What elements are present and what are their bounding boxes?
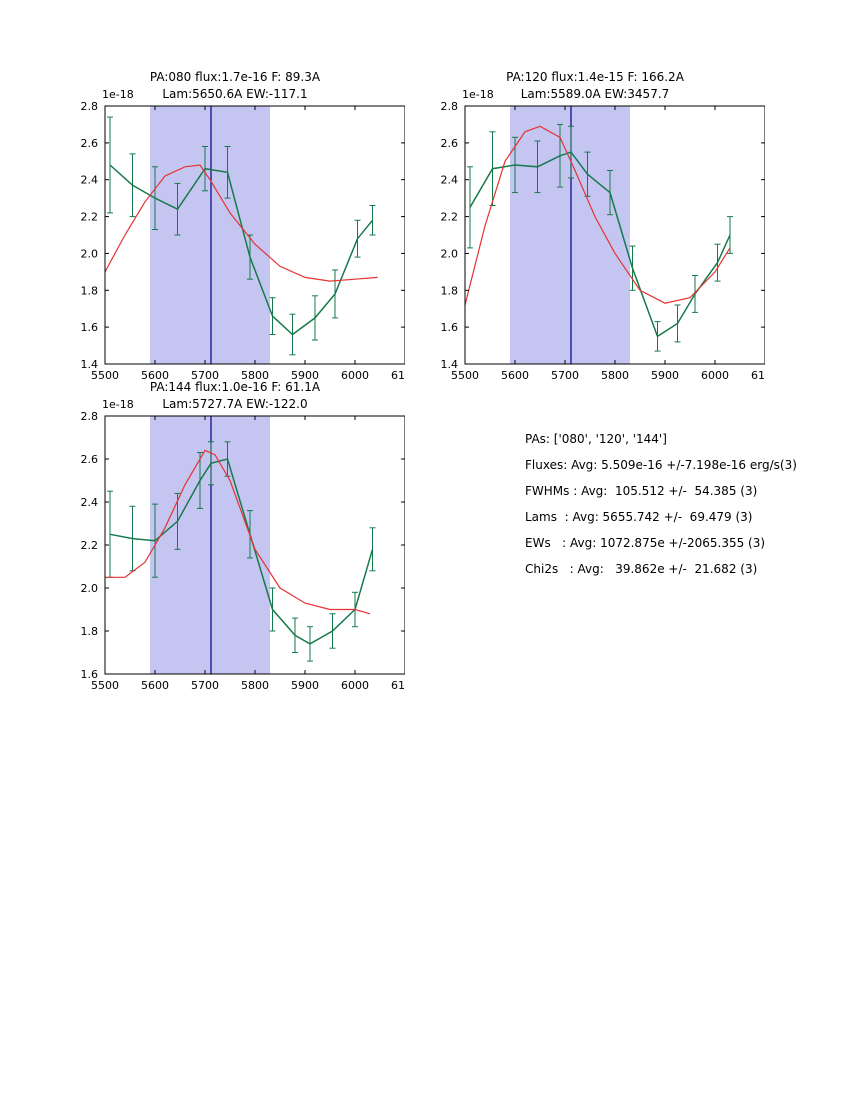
stats-line: EWs : Avg: 1072.875e +/-2065.355 (3) <box>525 536 766 550</box>
y-axis-offset-label: 1e-18 <box>102 88 134 101</box>
svg-text:5700: 5700 <box>191 679 219 692</box>
svg-text:2.8: 2.8 <box>81 410 99 423</box>
svg-text:5700: 5700 <box>191 369 219 382</box>
svg-text:2.4: 2.4 <box>81 174 99 187</box>
svg-text:1.6: 1.6 <box>81 668 99 681</box>
svg-text:2.2: 2.2 <box>441 211 459 224</box>
chart-title-line2: Lam:5727.7A EW:-122.0 <box>162 397 308 411</box>
svg-text:6100: 6100 <box>391 679 405 692</box>
svg-text:1.6: 1.6 <box>441 321 459 334</box>
plot-canvas-pa144: 5500 5600 5700 5800 5900 6000 6100 1.6 1.8 2.0 2.2… <box>81 398 405 692</box>
y-axis-offset-label: 1e-18 <box>102 398 134 411</box>
svg-text:5500: 5500 <box>91 679 119 692</box>
svg-text:5900: 5900 <box>291 369 319 382</box>
svg-text:5800: 5800 <box>601 369 629 382</box>
chart-title: PA:080 flux:1.7e-16 F: 89.3A Lam:5650.6A… <box>65 69 405 103</box>
svg-text:1.4: 1.4 <box>441 358 459 371</box>
y-axis-offset-label: 1e-18 <box>462 88 494 101</box>
svg-text:2.2: 2.2 <box>81 539 99 552</box>
svg-text:2.8: 2.8 <box>441 100 459 113</box>
svg-text:1.8: 1.8 <box>81 284 99 297</box>
svg-text:1.6: 1.6 <box>81 321 99 334</box>
svg-text:5600: 5600 <box>141 679 169 692</box>
series-fit <box>104 164 378 282</box>
stats-line: Chi2s : Avg: 39.862e +/- 21.682 (3) <box>525 562 758 576</box>
series-fit <box>105 449 371 615</box>
svg-text:2.4: 2.4 <box>441 174 459 187</box>
svg-text:1.4: 1.4 <box>81 358 99 371</box>
spectrum-chart-pa080: PA:080 flux:1.7e-16 F: 89.3A Lam:5650.6A… <box>65 66 405 382</box>
chart-title-line2: Lam:5589.0A EW:3457.7 <box>520 87 670 101</box>
svg-text:2.0: 2.0 <box>81 247 99 260</box>
chart-title: PA:144 flux:1.0e-16 F: 61.1A Lam:5727.7A… <box>65 379 405 413</box>
svg-text:2.8: 2.8 <box>81 100 99 113</box>
chart-title-line1: PA:120 flux:1.4e-15 F: 166.2A <box>506 70 684 84</box>
svg-text:5600: 5600 <box>141 369 169 382</box>
svg-text:5900: 5900 <box>651 369 679 382</box>
svg-text:6000: 6000 <box>341 369 369 382</box>
shaded-region <box>510 106 630 364</box>
svg-text:2.4: 2.4 <box>81 496 99 509</box>
svg-text:6100: 6100 <box>751 369 765 382</box>
stats-line: Lams : Avg: 5655.742 +/- 69.479 (3) <box>525 510 753 524</box>
svg-text:2.2: 2.2 <box>81 211 99 224</box>
svg-text:2.6: 2.6 <box>81 137 99 150</box>
svg-text:6000: 6000 <box>341 679 369 692</box>
svg-text:5500: 5500 <box>91 369 119 382</box>
stats-summary-panel: PAs: ['080', '120', '144'] Fluxes: Avg: 5… <box>525 432 797 588</box>
chart-title-line2: Lam:5650.6A EW:-117.1 <box>162 87 308 101</box>
svg-text:5800: 5800 <box>241 679 269 692</box>
svg-text:2.0: 2.0 <box>441 247 459 260</box>
svg-text:1.8: 1.8 <box>441 284 459 297</box>
stats-line: FWHMs : Avg: 105.512 +/- 54.385 (3) <box>525 484 758 498</box>
spectrum-chart-pa144: PA:144 flux:1.0e-16 F: 61.1A Lam:5727.7A… <box>65 376 405 692</box>
shaded-region <box>150 416 270 674</box>
svg-text:2.6: 2.6 <box>441 137 459 150</box>
svg-text:6100: 6100 <box>391 369 405 382</box>
svg-text:2.6: 2.6 <box>81 453 99 466</box>
svg-text:6000: 6000 <box>701 369 729 382</box>
svg-text:5800: 5800 <box>241 369 269 382</box>
plot-canvas-pa080: 5500 5600 5700 5800 5900 6000 6100 1.4 1.6 1.8 2.0… <box>81 88 405 382</box>
chart-title: PA:120 flux:1.4e-15 F: 166.2A Lam:5589.0… <box>425 69 765 103</box>
plot-canvas-pa120: 5500 5600 5700 5800 5900 6000 6100 1.4 1.6 1.8 2.0… <box>441 88 765 382</box>
stats-line: Fluxes: Avg: 5.509e-16 +/-7.198e-16 erg/… <box>525 458 797 472</box>
series-data <box>469 151 731 338</box>
chart-title-line1: PA:080 flux:1.7e-16 F: 89.3A <box>149 70 321 84</box>
chart-title-line1: PA:144 flux:1.0e-16 F: 61.1A <box>149 380 321 394</box>
svg-text:5600: 5600 <box>501 369 529 382</box>
svg-text:1.8: 1.8 <box>81 625 99 638</box>
stats-line: PAs: ['080', '120', '144'] <box>525 432 667 446</box>
svg-text:5500: 5500 <box>451 369 479 382</box>
spectrum-chart-pa120: PA:120 flux:1.4e-15 F: 166.2A Lam:5589.0… <box>425 66 765 382</box>
svg-text:2.0: 2.0 <box>81 582 99 595</box>
series-fit <box>464 125 731 306</box>
svg-text:5700: 5700 <box>551 369 579 382</box>
svg-text:5900: 5900 <box>291 679 319 692</box>
series-data <box>109 164 374 336</box>
